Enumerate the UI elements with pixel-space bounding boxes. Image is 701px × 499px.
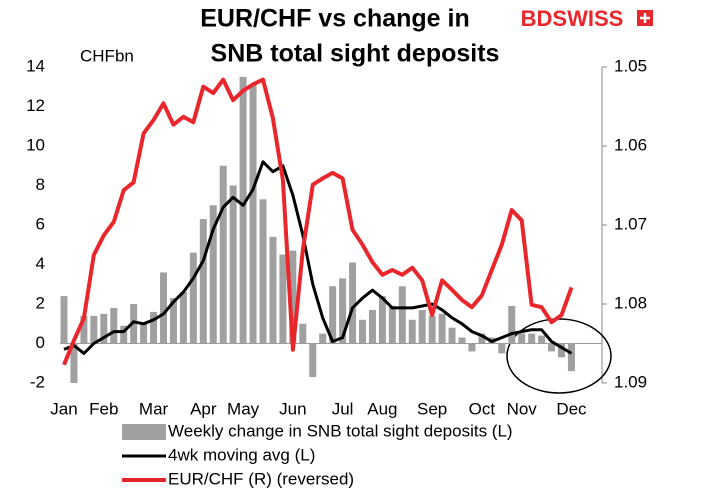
y-tick-label: 14 (26, 56, 45, 75)
y2-tick-label: 1.09 (614, 372, 647, 391)
bar (229, 185, 237, 344)
x-tick-label: Oct (469, 399, 496, 418)
y-tick-label: 0 (36, 333, 45, 352)
x-tick-label: Jan (50, 399, 77, 418)
bar (259, 199, 267, 344)
bar (160, 272, 167, 344)
x-tick-label: Nov (507, 399, 538, 418)
bar (518, 333, 526, 344)
bar (110, 307, 118, 344)
bar (508, 305, 516, 344)
y-tick-label: -2 (30, 372, 45, 391)
x-tick-label: Dec (556, 399, 587, 418)
bar (120, 325, 128, 344)
bar (359, 319, 366, 344)
x-tick-label: Sep (417, 399, 447, 418)
bar (209, 205, 217, 344)
y-tick-label: 6 (36, 214, 45, 233)
bar (567, 343, 575, 372)
bar (249, 84, 257, 344)
bar (289, 250, 297, 344)
bar (418, 309, 426, 344)
bar (378, 296, 386, 344)
x-tick-label: Jun (279, 399, 306, 418)
line (62, 77, 574, 366)
bar (468, 343, 476, 352)
bar (538, 335, 546, 344)
bar (368, 309, 376, 344)
bar (428, 315, 436, 344)
bar (319, 333, 327, 344)
bar (219, 165, 227, 344)
bar (100, 313, 108, 344)
bar (408, 319, 416, 344)
chart-title: EUR/CHF vs change in (200, 5, 470, 33)
chart-title: SNB total sight deposits (211, 40, 500, 68)
bar (458, 337, 466, 344)
bar (189, 252, 197, 344)
legend-swatch (122, 424, 166, 440)
y-tick-label: 2 (36, 293, 45, 312)
line (63, 160, 573, 355)
bar (388, 305, 396, 344)
bar (279, 254, 287, 344)
bar (239, 76, 247, 344)
bar (269, 236, 277, 344)
bar (199, 219, 207, 344)
y2-tick-label: 1.08 (614, 293, 647, 312)
x-tick-label: May (227, 399, 260, 418)
bar (309, 343, 317, 378)
bar (558, 343, 565, 358)
bar (349, 262, 357, 344)
logo-icon (637, 10, 653, 26)
bar (339, 278, 347, 344)
y-tick-label: 10 (26, 135, 45, 154)
bar (438, 313, 446, 344)
y-tick-label: 8 (36, 175, 45, 194)
bar (80, 315, 88, 344)
x-tick-label: Jul (332, 399, 354, 418)
x-tick-label: Aug (367, 399, 397, 418)
logo: BDSWISS (521, 6, 624, 31)
legend-label: 4wk moving avg (L) (168, 445, 315, 464)
x-tick-label: Feb (89, 399, 118, 418)
bar (179, 292, 187, 344)
y2-tick-label: 1.07 (614, 214, 647, 233)
bar (548, 343, 556, 352)
bar (329, 286, 337, 344)
bar (299, 323, 307, 344)
y2-tick-label: 1.06 (614, 135, 647, 154)
x-tick-label: Apr (190, 399, 217, 418)
bar (498, 343, 506, 354)
bar (478, 333, 486, 344)
y-tick-label: 12 (26, 96, 45, 115)
bar (70, 343, 78, 383)
y-tick-label: 4 (36, 254, 45, 273)
bar (448, 327, 456, 344)
legend-label: Weekly change in SNB total sight deposit… (168, 421, 513, 440)
bar (398, 286, 406, 344)
bar (140, 323, 148, 344)
legend-label: EUR/CHF (R) (reversed) (168, 469, 354, 488)
bar (169, 298, 177, 344)
bar (528, 333, 536, 344)
y2-tick-label: 1.05 (614, 56, 647, 75)
x-tick-label: Mar (139, 399, 169, 418)
y-axis-unit: CHFbn (80, 46, 134, 65)
bar (90, 315, 98, 344)
bar (60, 296, 68, 344)
bar (150, 311, 158, 344)
